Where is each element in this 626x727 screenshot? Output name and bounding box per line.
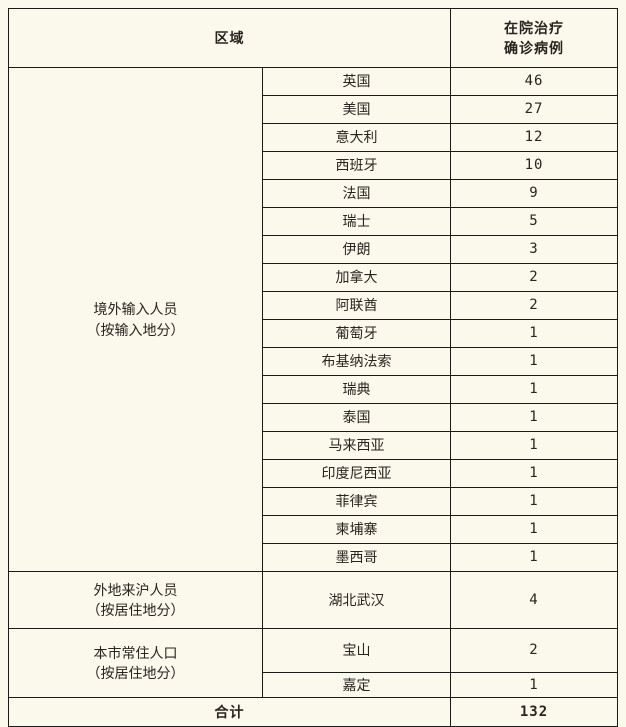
row-name: 美国 <box>262 95 451 124</box>
row-cases: 1 <box>450 543 618 572</box>
row-cases: 27 <box>450 95 618 124</box>
table-row: 伊朗 3 <box>9 235 618 264</box>
table-row: 美国 27 <box>9 95 618 124</box>
row-name: 印度尼西亚 <box>262 459 451 488</box>
row-name: 加拿大 <box>262 263 451 292</box>
table-row: 葡萄牙 1 <box>9 319 618 348</box>
row-name: 葡萄牙 <box>262 319 451 348</box>
row-name: 瑞士 <box>262 207 451 236</box>
row-cases: 1 <box>450 459 618 488</box>
row-cases: 1 <box>450 672 618 698</box>
row-name: 马来西亚 <box>262 431 451 460</box>
row-name: 嘉定 <box>262 672 451 698</box>
group-label-domestic-arrivals: 外地来沪人员 （按居住地分） <box>8 571 263 629</box>
row-cases: 1 <box>450 431 618 460</box>
group-label-local-residents: 本市常住人口 （按居住地分） <box>8 628 263 698</box>
row-cases: 10 <box>450 151 618 180</box>
group-label-line2: （按居住地分） <box>86 602 185 618</box>
case-table-container: 区域 在院治疗 确诊病例 境外输入人员 （按输入地分） 英国 46 美国 27 <box>8 8 618 727</box>
row-name: 墨西哥 <box>262 543 451 572</box>
row-name: 菲律宾 <box>262 487 451 516</box>
table-row: 加拿大 2 <box>9 263 618 292</box>
table-row: 瑞典 1 <box>9 375 618 404</box>
row-cases: 2 <box>450 263 618 292</box>
row-name: 法国 <box>262 179 451 208</box>
table-row: 法国 9 <box>9 179 618 208</box>
header-cases-line2: 确诊病例 <box>504 40 564 56</box>
table-total-row: 合计 132 <box>8 697 618 727</box>
row-cases: 4 <box>450 571 618 629</box>
row-cases: 46 <box>450 67 618 96</box>
covid-case-table: 区域 在院治疗 确诊病例 境外输入人员 （按输入地分） 英国 46 美国 27 <box>8 8 618 727</box>
row-name: 西班牙 <box>262 151 451 180</box>
row-name: 英国 <box>262 67 451 96</box>
row-cases: 1 <box>450 487 618 516</box>
table-row: 柬埔寨 1 <box>9 515 618 544</box>
row-cases: 12 <box>450 123 618 152</box>
group-label-line2: （按居住地分） <box>86 665 185 681</box>
row-name: 瑞典 <box>262 375 451 404</box>
group-label-line1: 境外输入人员 <box>93 301 178 318</box>
row-cases: 5 <box>450 207 618 236</box>
table-row: 泰国 1 <box>9 403 618 432</box>
row-name: 柬埔寨 <box>262 515 451 544</box>
table-row: 布基纳法索 1 <box>9 347 618 376</box>
row-name: 阿联酋 <box>262 291 451 320</box>
table-row: 外地来沪人员 （按居住地分） 湖北武汉 4 <box>8 571 618 629</box>
row-name: 泰国 <box>262 403 451 432</box>
row-cases: 1 <box>450 375 618 404</box>
row-cases: 3 <box>450 235 618 264</box>
group-label-line1: 本市常住人口 <box>93 644 178 661</box>
row-cases: 1 <box>450 515 618 544</box>
header-cases: 在院治疗 确诊病例 <box>450 8 618 68</box>
row-cases: 1 <box>450 319 618 348</box>
row-cases: 1 <box>450 347 618 376</box>
header-cases-line1: 在院治疗 <box>504 19 564 36</box>
table-header-row: 区域 在院治疗 确诊病例 <box>8 8 618 68</box>
table-row: 菲律宾 1 <box>9 487 618 516</box>
row-name: 湖北武汉 <box>262 571 451 629</box>
row-cases: 9 <box>450 179 618 208</box>
total-value: 132 <box>450 697 618 727</box>
table-row: 阿联酋 2 <box>9 291 618 320</box>
row-name: 意大利 <box>262 123 451 152</box>
table-row: 嘉定 1 <box>9 672 618 698</box>
row-name: 布基纳法索 <box>262 347 451 376</box>
row-name: 伊朗 <box>262 235 451 264</box>
header-region: 区域 <box>8 8 451 68</box>
row-cases: 2 <box>450 628 618 673</box>
total-label: 合计 <box>8 697 451 727</box>
row-cases: 1 <box>450 403 618 432</box>
table-row: 墨西哥 1 <box>9 543 618 572</box>
row-cases: 2 <box>450 291 618 320</box>
group-label-line1: 外地来沪人员 <box>93 581 178 598</box>
group-label-imported: 境外输入人员 （按输入地分） <box>8 67 263 572</box>
table-row: 境外输入人员 （按输入地分） 英国 46 <box>8 67 618 572</box>
group-label-line2: （按输入地分） <box>86 321 185 338</box>
table-row: 西班牙 10 <box>9 151 618 180</box>
row-name: 宝山 <box>262 628 451 673</box>
table-body: 区域 在院治疗 确诊病例 境外输入人员 （按输入地分） 英国 46 美国 27 <box>8 8 618 727</box>
table-row: 本市常住人口 （按居住地分） 宝山 2 <box>8 628 618 698</box>
